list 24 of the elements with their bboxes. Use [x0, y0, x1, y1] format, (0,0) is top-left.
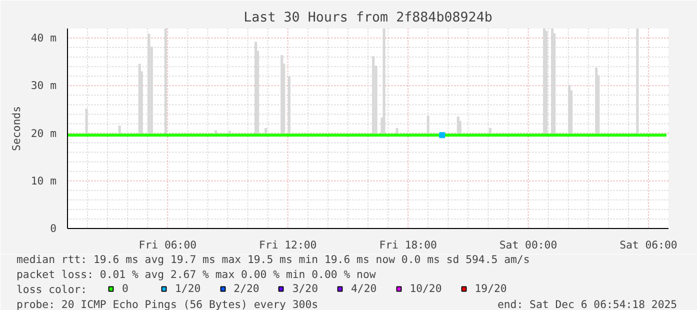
legend-label: 1/20 — [175, 282, 201, 295]
text: median rtt: 19.6 ms avg 19.7 ms max 19.5 ms min 19.6 ms now 0.0 ms sd 594.5 am/s — [16, 253, 530, 266]
legend-label: 2/20 — [234, 282, 260, 295]
legend-label: 0 — [122, 282, 130, 295]
x-tick-label: Fri 06:00 — [138, 238, 197, 252]
text: end: Sat Dec 6 06:54:18 2025 — [497, 298, 678, 310]
legend-label: 4/20 — [351, 282, 377, 295]
y-axis-title: Seconds — [10, 106, 23, 151]
text: packet loss: 0.01 % avg 2.67 % max 0.00 % min 0.00 % now — [16, 268, 376, 281]
y-tick-label: 10 m — [30, 174, 57, 188]
y-tick-label: 20 m — [30, 126, 57, 140]
legend-label: 3/20 — [292, 282, 318, 295]
legend-title: loss color: — [16, 283, 88, 296]
x-tick-label: Sat 06:00 — [620, 238, 678, 252]
y-tick-label: 40 m — [30, 32, 57, 45]
x-tick-label: Fri 18:00 — [379, 238, 437, 252]
legend-label: 19/20 — [474, 282, 507, 295]
x-tick-label: Fri 12:00 — [258, 238, 317, 252]
legend-label: 10/20 — [410, 282, 442, 295]
y-tick-label: 0 — [50, 222, 57, 235]
y-tick-label: 30 m — [30, 79, 57, 92]
chart-title: Last 30 Hours from 2f884b08924b — [244, 10, 492, 26]
x-tick-label: Sat 00:00 — [499, 238, 558, 252]
text: probe: 20 ICMP Echo Pings (56 Bytes) every 300s — [16, 298, 318, 310]
